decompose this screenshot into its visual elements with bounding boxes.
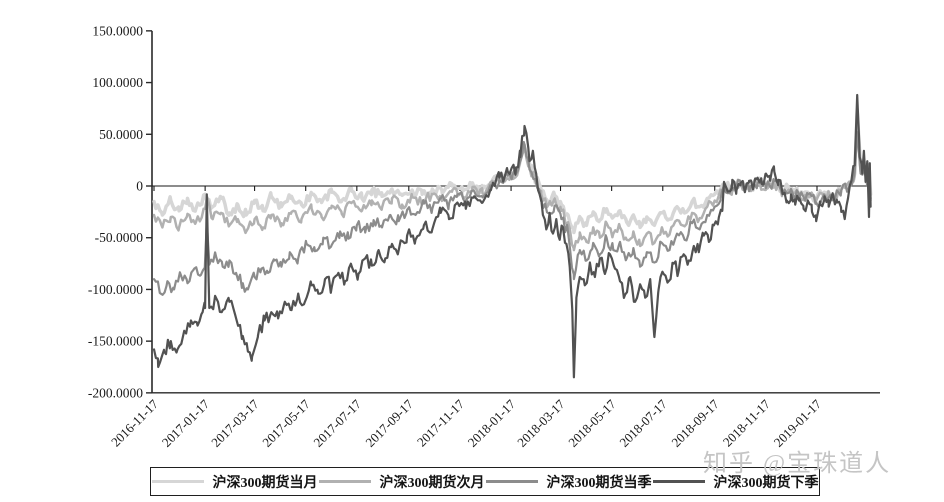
x-tick-label: 2019-01-17 <box>771 396 825 450</box>
chart-legend: 沪深300期货当月 沪深300期货次月 沪深300期货当季 沪深300期货下季 <box>150 467 820 496</box>
series-line-4 <box>152 93 872 379</box>
x-tick-label: 2017-11-17 <box>414 396 468 450</box>
y-tick-label: 50.0000 <box>99 127 143 142</box>
legend-line-swatch <box>151 479 204 484</box>
legend-label: 沪深300期货当月 <box>212 475 318 491</box>
x-tick-label: 2018-07-17 <box>616 396 670 450</box>
legend-label: 沪深300期货下季 <box>713 475 819 491</box>
legend-label: 沪深300期货次月 <box>379 475 485 491</box>
x-tick-label: 2018-01-17 <box>465 396 519 450</box>
y-tick-label: -150.0000 <box>88 334 143 349</box>
y-tick-label: 100.0000 <box>92 75 143 90</box>
y-tick-label: -50.0000 <box>95 230 144 245</box>
legend-item-current-quarter: 沪深300期货当季 <box>485 472 652 492</box>
series-line-2 <box>152 122 872 252</box>
y-tick-label: 0 <box>136 179 143 194</box>
x-tick-label: 2018-05-17 <box>565 396 619 450</box>
x-tick-label: 2017-03-17 <box>208 396 262 450</box>
x-tick-label: 2018-11-17 <box>720 396 774 450</box>
x-tick-label: 2017-05-17 <box>259 396 313 450</box>
legend-line-swatch <box>318 480 371 483</box>
x-tick-label: 2016-11-17 <box>108 396 162 450</box>
legend-line-swatch <box>652 480 705 483</box>
x-tick-label: 2017-07-17 <box>310 396 364 450</box>
legend-label: 沪深300期货当季 <box>546 475 652 491</box>
y-tick-label: 150.0000 <box>92 23 143 38</box>
zhihu-watermark: 知乎 @宝珠道人 <box>703 451 892 477</box>
x-tick-label: 2018-09-17 <box>668 396 722 450</box>
x-tick-label: 2017-09-17 <box>362 396 416 450</box>
legend-item-next-quarter: 沪深300期货下季 <box>652 472 819 492</box>
legend-item-current-month: 沪深300期货当月 <box>151 472 318 492</box>
x-tick-label: 2017-01-17 <box>159 396 213 450</box>
legend-item-next-month: 沪深300期货次月 <box>318 472 485 492</box>
legend-line-swatch <box>485 480 538 483</box>
y-tick-label: -200.0000 <box>88 385 143 400</box>
series-line-1 <box>152 109 873 235</box>
x-tick-label: 2018-03-17 <box>514 396 568 450</box>
y-tick-label: -100.0000 <box>88 282 143 297</box>
series-line-3 <box>152 131 872 296</box>
